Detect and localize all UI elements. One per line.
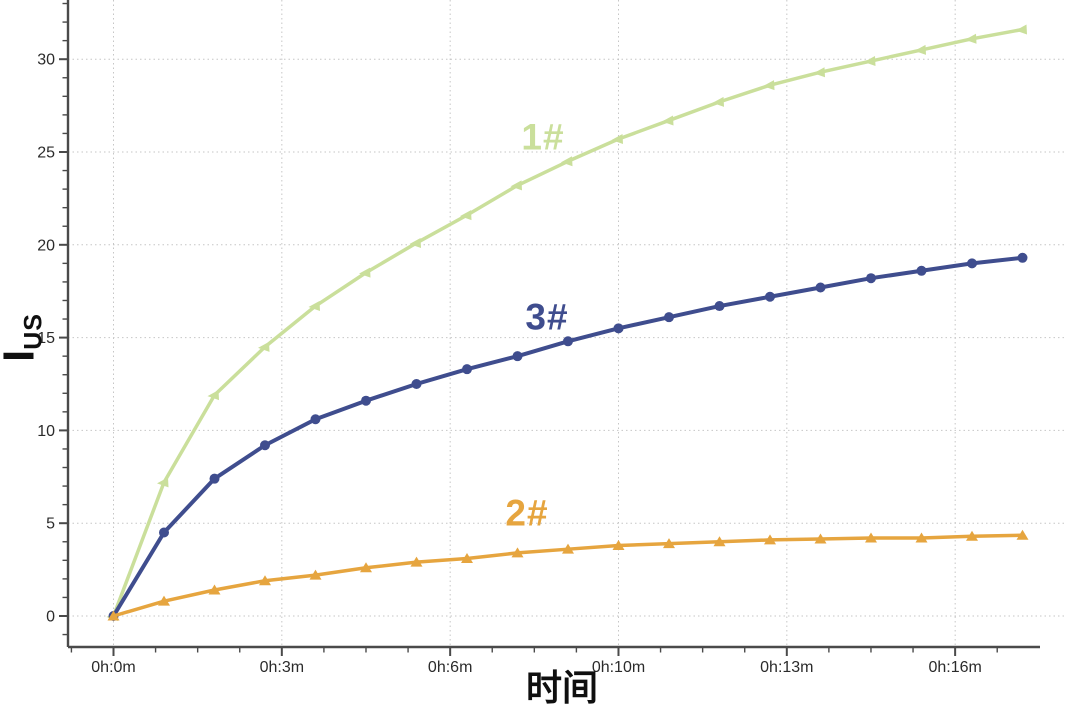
- data-point-marker: [763, 80, 775, 91]
- x-tick-label: 0h:0m: [91, 659, 135, 676]
- data-point-marker: [310, 414, 321, 425]
- data-point-marker: [411, 379, 422, 389]
- data-point-marker: [209, 473, 220, 484]
- x-tick-label: 0h:6m: [428, 659, 472, 676]
- y-axis-title: IUS: [0, 273, 49, 403]
- data-point-marker: [915, 532, 928, 543]
- series-label-3: 3#: [525, 296, 569, 338]
- y-tick-label: 20: [37, 237, 55, 254]
- data-point-marker: [461, 552, 473, 563]
- x-tick-label: 0h:3m: [260, 659, 304, 676]
- data-point-marker: [813, 67, 825, 78]
- data-point-marker: [512, 351, 523, 362]
- data-point-marker: [511, 547, 524, 558]
- data-point-marker: [613, 323, 624, 334]
- data-point-marker: [713, 536, 726, 547]
- data-point-marker: [208, 584, 221, 595]
- data-point-marker: [663, 538, 675, 549]
- data-point-marker: [159, 527, 169, 538]
- data-point-marker: [360, 562, 372, 573]
- data-point-marker: [157, 477, 169, 488]
- y-tick-label: 15: [37, 330, 55, 347]
- data-point-marker: [158, 595, 170, 606]
- data-point-marker: [561, 156, 573, 167]
- y-axis-title-main: I: [0, 350, 44, 362]
- data-point-marker: [510, 180, 522, 191]
- x-tick-label: 0h:16m: [928, 659, 981, 676]
- data-point-marker: [258, 341, 270, 352]
- x-tick-label: 0h:13m: [760, 659, 813, 676]
- data-point-marker: [361, 395, 371, 406]
- data-point-marker: [865, 532, 877, 543]
- data-point-marker: [765, 291, 775, 302]
- data-point-marker: [815, 282, 826, 293]
- data-point-marker: [664, 312, 674, 323]
- data-point-marker: [259, 575, 271, 586]
- data-point-marker: [260, 440, 270, 451]
- data-point-marker: [1015, 24, 1027, 35]
- data-point-marker: [714, 301, 725, 312]
- data-point-marker: [914, 44, 926, 55]
- x-axis-title: 时间: [525, 667, 598, 708]
- data-point-marker: [563, 336, 573, 347]
- data-point-marker: [662, 115, 674, 126]
- y-tick-label: 25: [37, 145, 55, 162]
- data-point-marker: [460, 210, 472, 221]
- data-point-marker: [916, 265, 927, 276]
- data-point-marker: [764, 534, 776, 545]
- x-tick-label: 0h:10m: [592, 659, 645, 676]
- y-axis-title-subscript: US: [19, 313, 48, 350]
- data-point-marker: [611, 134, 623, 145]
- data-point-marker: [359, 267, 371, 278]
- data-point-marker: [612, 539, 625, 550]
- data-point-marker: [207, 390, 219, 401]
- data-point-marker: [410, 556, 423, 567]
- data-point-marker: [965, 33, 977, 44]
- series-label-1: 1#: [521, 116, 565, 158]
- data-point-marker: [814, 533, 827, 544]
- data-point-marker: [866, 273, 876, 284]
- data-point-marker: [409, 237, 421, 248]
- data-point-marker: [107, 610, 120, 621]
- y-tick-label: 30: [37, 52, 55, 69]
- data-point-marker: [562, 543, 574, 554]
- data-point-marker: [309, 569, 322, 580]
- data-point-marker: [1017, 252, 1028, 263]
- data-point-marker: [967, 258, 977, 269]
- y-tick-label: 5: [46, 516, 55, 533]
- data-point-marker: [462, 364, 472, 375]
- data-point-marker: [712, 96, 724, 107]
- y-tick-label: 10: [37, 423, 55, 440]
- data-point-marker: [864, 56, 876, 67]
- data-point-marker: [966, 530, 978, 541]
- data-point-marker: [1016, 529, 1029, 540]
- series-label-2: 2#: [505, 492, 549, 534]
- y-tick-label: 0: [46, 609, 55, 626]
- data-point-marker: [308, 301, 320, 312]
